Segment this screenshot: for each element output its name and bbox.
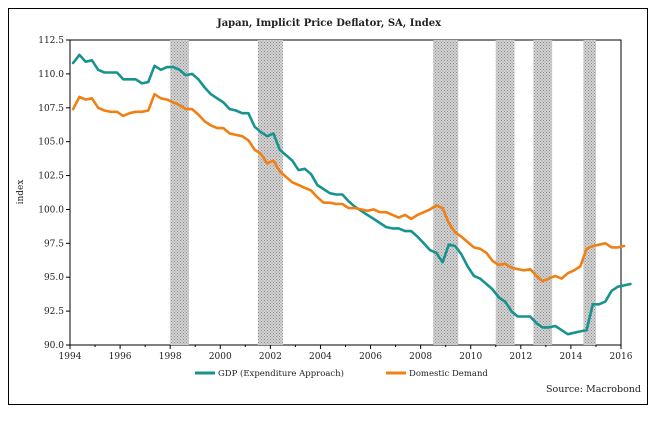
y-axis-label: index [16, 180, 26, 205]
y-tick-label: 92.5 [44, 307, 64, 317]
legend-label: Domestic Demand [409, 369, 488, 379]
series-line-domestic-demand [71, 92, 626, 283]
y-tick-label: 107.5 [38, 104, 64, 114]
recession-band-5 [533, 40, 553, 345]
x-tick-label: 2016 [610, 352, 633, 362]
series-lines [71, 53, 632, 336]
x-tick-label: 2014 [559, 352, 582, 362]
x-tick-label: 2004 [309, 352, 332, 362]
x-tick-label: 2012 [509, 352, 532, 362]
y-tick-label: 97.5 [44, 239, 64, 249]
y-tick-label: 100.0 [38, 205, 64, 215]
x-tick-label: 1998 [159, 352, 182, 362]
y-tick-label: 112.5 [38, 36, 64, 46]
y-tick-label: 110.0 [38, 70, 64, 80]
line-chart: Japan, Implicit Price Deflator, SA, Inde… [16, 18, 641, 395]
x-tick-label: 2008 [409, 352, 432, 362]
x-tick-label: 2002 [259, 352, 282, 362]
chart-title: Japan, Implicit Price Deflator, SA, Inde… [216, 18, 442, 29]
y-tick-label: 90.0 [44, 341, 64, 351]
x-tick-label: 2000 [209, 352, 232, 362]
x-tick-label: 1994 [59, 352, 82, 362]
x-tick-label: 2010 [459, 352, 482, 362]
recession-band-4 [495, 40, 515, 345]
x-tick-label: 2006 [359, 352, 382, 362]
y-tick-label: 105.0 [38, 138, 64, 148]
recession-band-1 [170, 40, 189, 345]
recession-band-6 [583, 40, 596, 345]
y-axis: 90.0 92.5 95.0 97.5 100.0 102.5 105.0 107.5 110.… [38, 36, 70, 351]
series-line-gdp [71, 53, 632, 336]
recession-bands [170, 40, 596, 345]
legend: GDP (Expenditure Approach) Domestic Deman… [195, 368, 488, 379]
plot-area [69, 39, 622, 346]
x-axis: 1994 1996 1998 2000 2002 2004 2006 2008 2010 2012… [59, 345, 633, 362]
source-note: Source: Macrobond [546, 384, 641, 395]
recession-band-3 [433, 40, 459, 345]
chart-frame: Japan, Implicit Price Deflator, SA, Inde… [8, 8, 648, 405]
y-tick-label: 95.0 [44, 273, 64, 283]
x-tick-label: 1996 [109, 352, 132, 362]
recession-band-2 [257, 40, 283, 345]
y-tick-label: 102.5 [38, 172, 64, 182]
legend-label: GDP (Expenditure Approach) [218, 368, 344, 379]
